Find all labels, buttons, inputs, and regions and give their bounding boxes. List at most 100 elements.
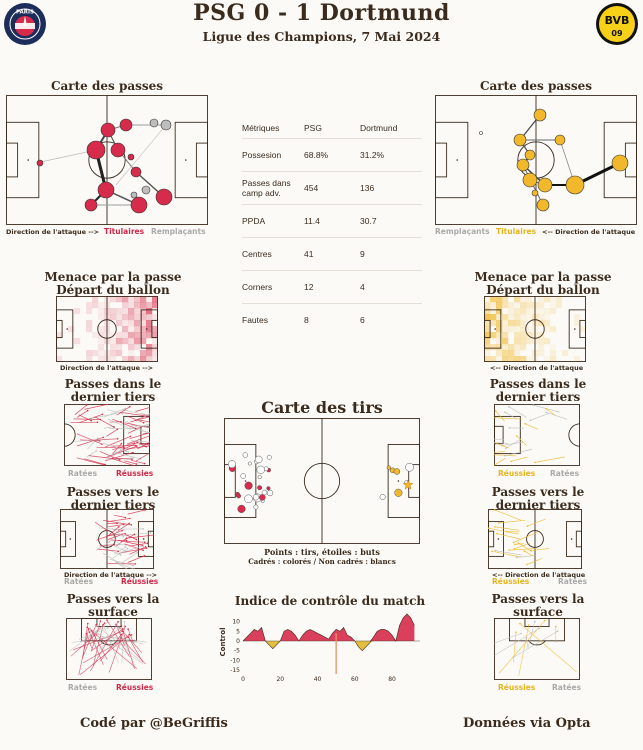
threat-cell xyxy=(140,314,147,321)
box-pass-arrow xyxy=(110,636,147,643)
pass-arrow-head xyxy=(494,410,497,412)
metrics-row: Fautes 8 6 xyxy=(242,303,422,336)
pass-arrow xyxy=(535,456,565,463)
pass-arrow-head xyxy=(120,442,123,445)
pass-arrow-head xyxy=(142,528,144,530)
pass-arrow xyxy=(73,439,102,442)
threat-cell xyxy=(110,356,117,362)
pass-arrow-head xyxy=(113,543,115,546)
pass-arrow xyxy=(505,448,533,457)
psg-box-success: Réussies xyxy=(116,683,154,692)
pass-arrow-head xyxy=(104,463,106,466)
pass-arrow-head xyxy=(504,455,506,457)
threat-cell xyxy=(538,320,545,327)
pass-arrow xyxy=(77,437,104,447)
psg-threat-heat xyxy=(56,296,158,362)
pass-arrow xyxy=(129,546,146,555)
shot-point xyxy=(242,452,248,458)
threat-cell xyxy=(514,356,521,362)
pass-arrow-head xyxy=(530,549,532,552)
pass-arrow xyxy=(524,423,538,430)
pass-arrow xyxy=(70,421,98,424)
shot-point xyxy=(266,489,274,497)
threat-cell xyxy=(526,332,533,339)
threat-cell xyxy=(146,356,153,362)
threat-cell xyxy=(502,344,509,351)
control-chart-area xyxy=(242,613,420,652)
box-pass-head xyxy=(130,634,133,636)
shot-point xyxy=(266,454,272,460)
metrics-header-row: Métriques PSG Dortmund xyxy=(242,118,422,139)
pass-arrow-head xyxy=(512,541,515,544)
threat-cell xyxy=(110,296,117,303)
threat-cell xyxy=(544,320,551,327)
box-pass-head xyxy=(556,630,559,633)
box-pass-head xyxy=(528,624,530,626)
bvb-final-third-pitch xyxy=(494,404,580,466)
threat-cell xyxy=(92,332,99,339)
threat-cell xyxy=(484,350,491,357)
metrics-header-metric: Métriques xyxy=(242,123,280,133)
threat-cell xyxy=(508,350,515,357)
threat-cell xyxy=(152,332,158,339)
pass-arrow-head xyxy=(147,442,150,445)
pass-arrow xyxy=(84,458,106,465)
psg-into-final-map xyxy=(60,509,154,569)
pass-arrow xyxy=(118,545,144,554)
threat-cell xyxy=(86,356,93,362)
pass-node xyxy=(86,140,106,160)
threat-cell xyxy=(146,302,153,309)
pass-arrow xyxy=(494,454,517,457)
pass-arrow-head xyxy=(102,436,104,439)
bvb-logo: BVB 09 xyxy=(596,3,638,45)
pass-node xyxy=(130,166,142,178)
metrics-cell-psg: 12 xyxy=(304,270,360,304)
pass-arrow-head xyxy=(124,532,126,535)
pass-arrow xyxy=(111,457,132,460)
threat-cell xyxy=(134,338,141,345)
pass-arrow xyxy=(105,526,120,538)
pass-arrow xyxy=(494,526,520,531)
threat-cell xyxy=(538,344,545,351)
threat-cell xyxy=(502,356,509,362)
threat-cell xyxy=(538,314,545,321)
threat-cell xyxy=(484,344,491,351)
psg-final-third-passes xyxy=(70,404,150,466)
pass-arrow xyxy=(88,455,113,459)
threat-cell xyxy=(502,350,509,357)
threat-cell xyxy=(550,344,557,351)
pass-arrow-head xyxy=(508,549,510,551)
pass-arrow xyxy=(508,406,527,418)
control-chart-ytick: 10 xyxy=(232,619,240,626)
pass-node xyxy=(516,158,530,172)
threat-cell xyxy=(484,302,491,309)
pass-arrow xyxy=(514,543,524,545)
threat-cell xyxy=(562,350,569,357)
threat-cell xyxy=(502,320,509,327)
threat-cell xyxy=(110,344,117,351)
pass-arrow-head xyxy=(121,529,123,532)
threat-cell xyxy=(490,332,497,339)
threat-cell xyxy=(496,338,503,345)
pass-arrow xyxy=(76,457,104,466)
pass-arrow-head xyxy=(545,411,548,414)
pass-arrow xyxy=(135,407,150,412)
threat-cell xyxy=(110,314,117,321)
shot-point xyxy=(247,461,252,466)
pass-arrow-head xyxy=(101,413,104,416)
threat-cell xyxy=(86,302,93,309)
pass-arrow-head xyxy=(132,451,134,454)
pass-node xyxy=(100,122,116,138)
threat-cell xyxy=(514,302,521,309)
threat-cell xyxy=(152,338,158,345)
threat-cell xyxy=(134,308,141,315)
bvb-box-passes xyxy=(494,619,577,676)
threat-cell xyxy=(146,314,153,321)
threat-cell xyxy=(134,344,141,351)
pass-arrow xyxy=(103,408,126,418)
pass-arrow-head xyxy=(526,563,528,566)
threat-cell xyxy=(514,308,521,315)
threat-cell xyxy=(514,344,521,351)
threat-cell xyxy=(74,338,81,345)
threat-cell xyxy=(98,338,105,345)
